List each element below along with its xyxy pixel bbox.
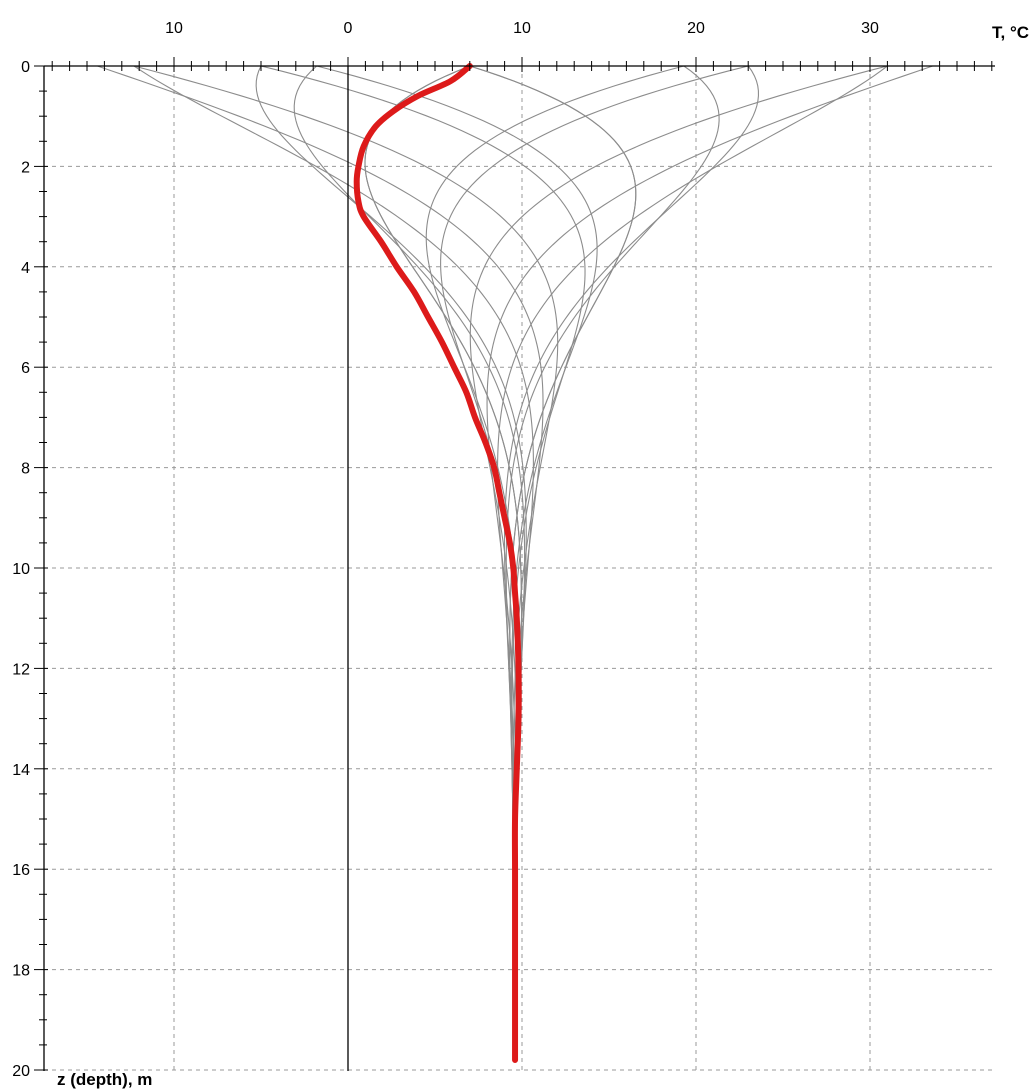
envelope-curve-4-1	[425, 65, 684, 1060]
x-tick-label-1: 0	[344, 20, 353, 37]
mean-profile-line	[353, 63, 522, 1063]
y-axis-title: z (depth), m	[57, 1070, 152, 1089]
tick-labels: 10 0 10 20 30 0 2 4 6 8 10 12 14 16 18 20	[12, 20, 879, 1080]
y-tick-label-4: 8	[21, 461, 30, 478]
envelope-curve-8-0	[260, 65, 586, 1060]
x-tick-label-2: 10	[513, 20, 531, 37]
grid	[44, 66, 995, 1071]
y-tick-label-2: 4	[21, 260, 30, 277]
envelope-curve-6-0	[97, 65, 544, 1060]
x-tick-label-0: 10	[165, 20, 183, 37]
mean-profile-layer	[353, 63, 522, 1063]
y-tick-label-5: 10	[12, 561, 30, 578]
x-tick-label-3: 20	[687, 20, 705, 37]
y-tick-label-0: 0	[21, 59, 30, 76]
y-tick-label-6: 12	[12, 661, 30, 678]
tick-marks	[34, 57, 993, 1071]
envelope-curve-0-0	[469, 65, 637, 1060]
envelope-curve-7-1	[133, 65, 534, 1060]
envelope-curve-1-0	[486, 65, 933, 1060]
envelope-curve-2-0	[497, 65, 888, 1060]
x-tick-label-4: 30	[861, 20, 879, 37]
envelope-curve-8-1	[255, 65, 527, 1060]
y-tick-label-1: 2	[21, 159, 30, 176]
envelope-curve-5-0	[316, 65, 598, 1060]
y-tick-label-8: 16	[12, 862, 30, 879]
envelope-curve-5-1	[293, 65, 526, 1060]
envelope-curve-7-0	[133, 65, 559, 1060]
x-axis-title: T, °C	[992, 23, 1029, 42]
envelope-curve-4-0	[505, 65, 720, 1060]
y-tick-label-7: 14	[12, 762, 30, 779]
y-tick-label-10: 20	[12, 1063, 30, 1080]
envelope-curve-3-1	[440, 65, 749, 1060]
y-tick-label-9: 18	[12, 963, 30, 980]
envelope-curve-2-1	[469, 65, 888, 1060]
y-tick-label-3: 6	[21, 360, 30, 377]
envelope-curve-9-0	[469, 65, 637, 1060]
envelope-curve-9-1	[364, 65, 523, 1060]
envelope-curve-0-1	[364, 65, 523, 1060]
envelope-curve-3-0	[503, 65, 759, 1060]
